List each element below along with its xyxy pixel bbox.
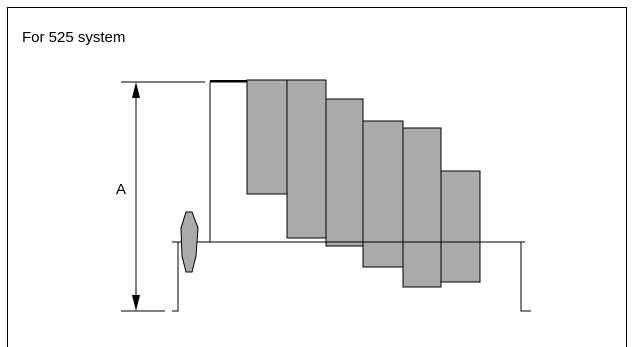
step-block-3 [325, 98, 364, 247]
dim-label-a: A [116, 181, 126, 198]
step-block-4 [362, 120, 404, 268]
staircase-blocks [246, 79, 481, 288]
step-block-1 [246, 79, 288, 195]
dim-arrowhead-bottom [132, 295, 140, 311]
step-block-6 [440, 170, 481, 283]
diagram-frame [7, 7, 627, 347]
burst-marker [180, 211, 199, 273]
dim-arrowhead-top [132, 82, 140, 98]
diagram-heading: For 525 system [22, 29, 126, 46]
step-block-2 [286, 79, 327, 239]
dim-label-background [115, 178, 129, 198]
signal-outline [172, 81, 247, 312]
signal-outline-right [480, 241, 531, 312]
step-block-5 [402, 127, 442, 288]
